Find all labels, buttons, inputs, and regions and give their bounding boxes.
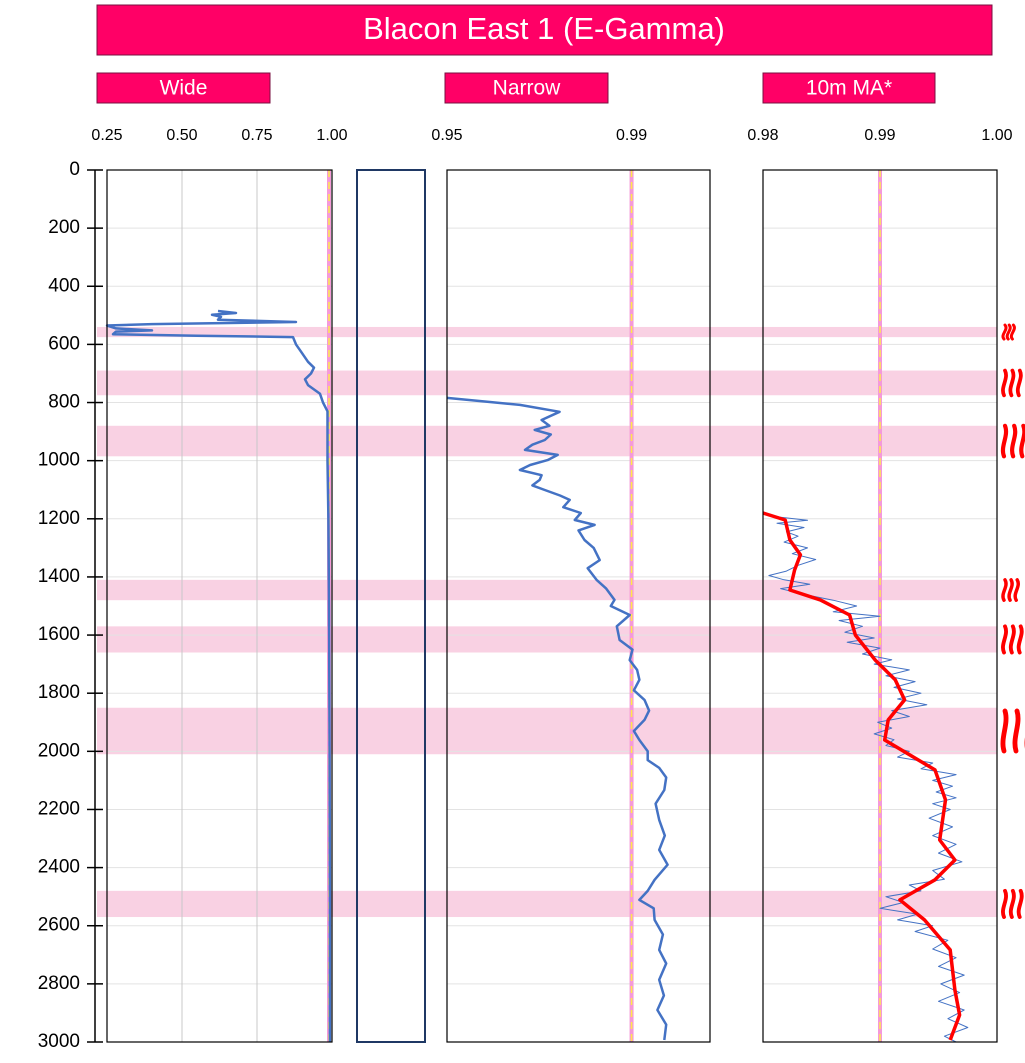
y-tick-label: 0 bbox=[69, 159, 80, 180]
log-curve bbox=[762, 511, 962, 1041]
y-tick-label: 200 bbox=[48, 217, 80, 238]
track-frame bbox=[446, 169, 711, 1043]
log-curve bbox=[105, 309, 332, 1042]
track-banner bbox=[444, 72, 609, 104]
gas-icon bbox=[1009, 323, 1016, 341]
y-tick-label: 1600 bbox=[38, 624, 80, 645]
y-tick-label: 2200 bbox=[38, 798, 80, 819]
gas-icon bbox=[1001, 888, 1008, 919]
empty-track bbox=[356, 169, 426, 1043]
gas-icon bbox=[1008, 624, 1016, 655]
gas-icon bbox=[1001, 624, 1008, 655]
track-title: Narrow bbox=[493, 77, 562, 100]
gas-icon bbox=[1012, 708, 1021, 754]
show-band bbox=[97, 707, 997, 755]
track-title: Wide bbox=[160, 77, 208, 100]
gas-icon bbox=[1007, 578, 1014, 602]
y-tick-label: 1200 bbox=[38, 508, 80, 529]
x-tick-label: 0.99 bbox=[616, 127, 647, 144]
gas-icon bbox=[1008, 888, 1016, 919]
gas-icon bbox=[1008, 368, 1016, 398]
y-tick-label: 600 bbox=[48, 333, 80, 354]
gas-icon bbox=[1016, 624, 1024, 655]
gas-icon bbox=[1001, 323, 1008, 341]
x-tick-label: 1.00 bbox=[316, 127, 347, 144]
gas-icon bbox=[1005, 323, 1012, 341]
y-tick-label: 2800 bbox=[38, 973, 80, 994]
gas-icon bbox=[1015, 368, 1023, 398]
show-band bbox=[97, 425, 997, 457]
chart-title: Blacon East 1 (E-Gamma) bbox=[363, 11, 725, 46]
track-banner bbox=[96, 72, 271, 104]
y-tick-label: 1000 bbox=[38, 450, 80, 471]
x-tick-label: 0.75 bbox=[241, 127, 272, 144]
show-band bbox=[97, 326, 997, 338]
title-banner bbox=[96, 4, 993, 56]
y-tick-label: 3000 bbox=[38, 1031, 80, 1052]
track-frame bbox=[762, 169, 998, 1043]
y-tick-label: 2600 bbox=[38, 915, 80, 936]
y-tick-label: 400 bbox=[48, 275, 80, 296]
gas-icon bbox=[1001, 368, 1008, 398]
x-tick-label: 1.00 bbox=[981, 127, 1012, 144]
x-tick-label: 0.25 bbox=[91, 127, 122, 144]
track-banner bbox=[762, 72, 936, 104]
gas-icon bbox=[1000, 423, 1009, 459]
y-tick-label: 2000 bbox=[38, 740, 80, 761]
gas-icon bbox=[1000, 708, 1009, 754]
bands bbox=[97, 326, 997, 918]
show-band bbox=[97, 890, 997, 918]
track-title: 10m MA* bbox=[806, 77, 892, 100]
track-frame bbox=[106, 169, 333, 1043]
show-band bbox=[97, 579, 997, 601]
log-curve bbox=[446, 396, 669, 1041]
gas-icon bbox=[1016, 888, 1024, 919]
gas-icon bbox=[1013, 578, 1020, 602]
x-tick-label: 0.95 bbox=[431, 127, 462, 144]
x-tick-label: 0.50 bbox=[166, 127, 197, 144]
y-tick-label: 1800 bbox=[38, 682, 80, 703]
gas-icon bbox=[1010, 423, 1018, 459]
x-tick-label: 0.99 bbox=[864, 127, 895, 144]
y-tick-label: 800 bbox=[48, 392, 80, 413]
show-band bbox=[97, 370, 997, 396]
gas-icon bbox=[1019, 423, 1025, 459]
y-tick-label: 1400 bbox=[38, 566, 80, 587]
show-band bbox=[97, 626, 997, 653]
y-tick-label: 2400 bbox=[38, 857, 80, 878]
gas-icon bbox=[1001, 578, 1008, 602]
x-tick-label: 0.98 bbox=[747, 127, 778, 144]
